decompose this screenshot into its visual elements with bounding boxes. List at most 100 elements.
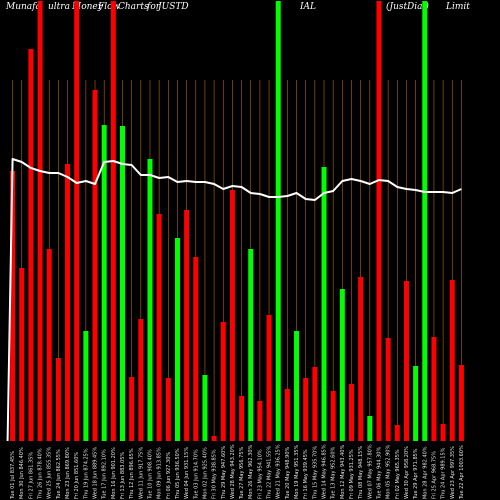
- x-tick-label: Tue 06 May 944.30%: [376, 446, 382, 500]
- x-tick-label: Mon 30 Jun 846.40%: [19, 447, 25, 499]
- money-flow-line-path: [6, 158, 462, 442]
- x-tick-label: Tue 27 May 956.75%: [239, 446, 245, 500]
- x-tick-label: Mon 28 Apr 982.40%: [422, 446, 428, 499]
- x-tick-label: Fri 27 Jun 861.35%: [28, 452, 34, 499]
- bar: [239, 396, 245, 441]
- bar: [220, 322, 226, 441]
- x-tick-label: Mon 09 Jun 913.85%: [157, 447, 163, 499]
- x-tick-label: Thu 29 May 947.60%: [221, 446, 227, 500]
- x-tick-label: Fri 23 May 954.10%: [257, 449, 263, 499]
- bar: [330, 391, 336, 441]
- bar: [376, 1, 382, 441]
- money-flow-line: [6, 158, 462, 442]
- bar: [147, 159, 153, 441]
- bar: [28, 49, 34, 441]
- bar: [449, 280, 455, 441]
- bar: [174, 238, 180, 441]
- x-tick-label: Wed 30 Apr 958.20%: [404, 446, 410, 499]
- bar: [358, 277, 364, 441]
- x-tick-label: Tue 10 Jun 908.40%: [147, 449, 153, 500]
- bar: [19, 268, 25, 441]
- bar: [120, 126, 125, 441]
- title-word: Flow: [98, 2, 121, 12]
- bar: [257, 401, 263, 441]
- x-tick-label: Mon 19 May 951.35%: [294, 444, 300, 499]
- bar: [339, 289, 345, 441]
- bar: [74, 1, 80, 441]
- x-tick-label: Wed 25 Jun 855.35%: [47, 447, 53, 499]
- bar: [303, 378, 309, 441]
- bar: [266, 315, 272, 441]
- bar: [211, 436, 217, 441]
- x-tick-label: Tue 24 Jun 862.55%: [56, 449, 62, 500]
- title-word: Charts: [118, 2, 149, 12]
- x-tick-label: Fri 06 Jun 927.30%: [166, 452, 172, 499]
- bar: [367, 416, 373, 441]
- x-tick-label: Tue 03 Jun 914.70%: [193, 449, 199, 500]
- x-tick-label: Mon 23 Jun 869.80%: [65, 447, 71, 499]
- bar: [312, 367, 318, 441]
- bar: [248, 249, 254, 441]
- x-tick-label: Wed 07 May 957.80%: [367, 444, 373, 499]
- x-tick-label: Thu 08 May 948.15%: [358, 446, 364, 500]
- bar: [165, 378, 171, 441]
- x-tick-label: Wed 18 Jun 889.45%: [93, 447, 99, 499]
- x-tick-label: Thu 05 Jun 936.50%: [175, 448, 181, 500]
- title-word: for: [147, 2, 161, 12]
- x-tick-label: Thu 24 Apr 989.15%: [441, 447, 447, 500]
- title-word: Limit: [446, 2, 470, 12]
- x-tick-label: Thu 12 Jun 896.65%: [129, 448, 135, 500]
- x-tick-label: Thu 22 May 941.55%: [267, 446, 273, 500]
- bar: [440, 424, 446, 441]
- bar: [46, 249, 52, 441]
- title-word: IAL: [300, 2, 317, 12]
- bars: [10, 1, 464, 441]
- x-axis-labels: Tue 01 Jul 837.45% Mon 30 Jun 846.40% Fri …: [10, 444, 465, 500]
- x-tick-label: Thu 26 Jun 878.40%: [38, 448, 44, 500]
- bar: [110, 1, 116, 441]
- bar: [92, 90, 98, 441]
- title-word: Money: [72, 2, 103, 12]
- x-tick-label: Fri 02 May 965.35%: [395, 449, 401, 499]
- x-tick-label: Mon 05 May 952.90%: [386, 444, 392, 499]
- bar: [184, 210, 190, 441]
- bar: [294, 331, 300, 441]
- bar: [101, 125, 107, 441]
- x-tick-label: Fri 30 May 938.85%: [212, 449, 218, 499]
- bar: [37, 1, 43, 441]
- x-tick-label: Fri 09 May 931.25%: [349, 449, 355, 499]
- x-tick-label: Fri 20 Jun 851.60%: [74, 452, 80, 499]
- title-word: (Just: [386, 2, 408, 12]
- x-tick-label: Tue 13 May 952.60%: [331, 446, 337, 500]
- x-tick-label: Tue 17 Jun 892.10%: [102, 449, 108, 500]
- x-tick-label: Wed 11 Jun 917.75%: [138, 447, 144, 499]
- bar: [229, 190, 235, 441]
- x-tick-label: Fri 25 Apr 968.75%: [431, 451, 437, 499]
- grid-lines: [12, 80, 462, 441]
- bar: [458, 365, 464, 441]
- title-word: JUSTD: [158, 2, 189, 12]
- x-tick-label: Tue 22 Apr 1003.60%: [459, 445, 465, 500]
- bar: [422, 1, 428, 441]
- title-word: ultra: [48, 2, 70, 12]
- bar: [138, 319, 144, 441]
- bar: [394, 425, 400, 441]
- bar: [275, 1, 281, 441]
- x-tick-label: Mon 12 May 943.40%: [340, 444, 346, 499]
- bar: [193, 257, 199, 441]
- x-tick-label: Mon 26 May 962.30%: [248, 444, 254, 499]
- title-word: Dial): [407, 2, 429, 12]
- x-tick-label: Tue 29 Apr 971.85%: [413, 448, 419, 500]
- x-tick-label: Fri 16 May 939.45%: [303, 449, 309, 499]
- bar: [156, 214, 162, 441]
- bar: [321, 167, 327, 441]
- bar: [403, 281, 409, 441]
- x-tick-label: Wed 23 Apr 997.35%: [450, 446, 456, 499]
- x-tick-label: Mon 02 Jun 925.40%: [202, 447, 208, 499]
- x-tick-label: Tue 20 May 948.90%: [285, 446, 291, 500]
- bar: [413, 366, 419, 441]
- x-tick-label: Thu 19 Jun 874.25%: [83, 448, 89, 500]
- x-tick-label: Fri 13 Jun 883.05%: [120, 452, 126, 499]
- x-tick-label: Thu 15 May 935.70%: [312, 446, 318, 500]
